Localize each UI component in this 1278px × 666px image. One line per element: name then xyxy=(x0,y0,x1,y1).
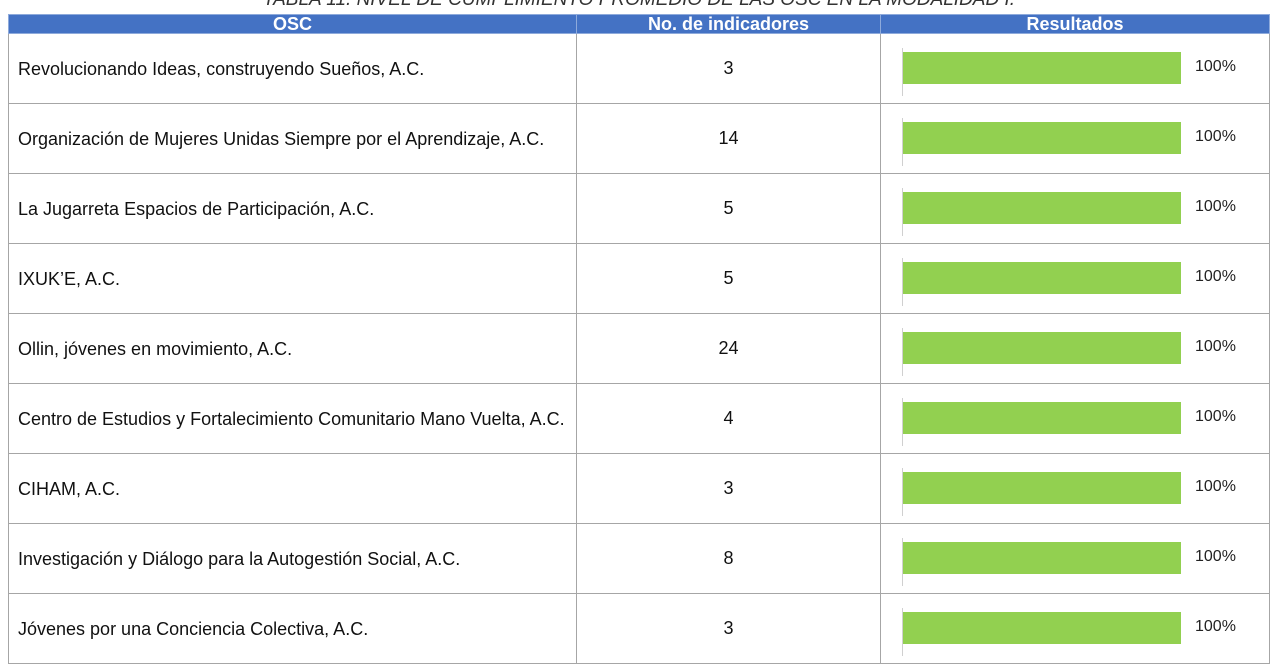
indicator-cell: 4 xyxy=(576,383,881,454)
bar-axis xyxy=(902,118,903,166)
result-label: 100% xyxy=(1195,618,1236,635)
result-bar xyxy=(903,192,1181,224)
result-cell: 100% xyxy=(880,523,1270,594)
bar-axis xyxy=(902,398,903,446)
table-row: Centro de Estudios y Fortalecimiento Com… xyxy=(8,383,1270,454)
column-header: OSC xyxy=(8,14,577,34)
indicator-cell: 24 xyxy=(576,313,881,384)
bar-axis xyxy=(902,538,903,586)
results-table: OSC No. de indicadores Resultados Revoluci… xyxy=(8,14,1270,664)
indicator-cell: 3 xyxy=(576,593,881,664)
result-label: 100% xyxy=(1195,198,1236,215)
bar-axis xyxy=(902,608,903,656)
indicator-cell: 3 xyxy=(576,33,881,104)
indicator-cell: 8 xyxy=(576,523,881,594)
table-title: TABLA 11. NIVEL DE CUMPLIMIENTO PROMEDIO… xyxy=(0,0,1278,11)
bar-axis xyxy=(902,328,903,376)
result-bar xyxy=(903,402,1181,434)
result-cell: 100% xyxy=(880,593,1270,664)
result-bar xyxy=(903,262,1181,294)
result-label: 100% xyxy=(1195,58,1236,75)
indicator-cell: 5 xyxy=(576,243,881,314)
indicator-cell: 14 xyxy=(576,103,881,174)
bar-axis xyxy=(902,258,903,306)
osc-cell: Organización de Mujeres Unidas Siempre p… xyxy=(8,103,577,174)
table-row: La Jugarreta Espacios de Participación, … xyxy=(8,173,1270,244)
result-label: 100% xyxy=(1195,408,1236,425)
result-cell: 100% xyxy=(880,383,1270,454)
result-cell: 100% xyxy=(880,313,1270,384)
result-label: 100% xyxy=(1195,548,1236,565)
osc-cell: Ollin, jóvenes en movimiento, A.C. xyxy=(8,313,577,384)
table-row: Organización de Mujeres Unidas Siempre p… xyxy=(8,103,1270,174)
header-row: OSC No. de indicadores Resultados xyxy=(8,14,1270,34)
bar-axis xyxy=(902,48,903,96)
result-bar xyxy=(903,52,1181,84)
table-row: Ollin, jóvenes en movimiento, A.C. 24 100% xyxy=(8,313,1270,384)
result-label: 100% xyxy=(1195,478,1236,495)
table-row: Jóvenes por una Conciencia Colectiva, A.… xyxy=(8,593,1270,664)
column-header: No. de indicadores xyxy=(576,14,881,34)
result-bar xyxy=(903,612,1181,644)
result-cell: 100% xyxy=(880,453,1270,524)
table-row: Revolucionando Ideas, construyendo Sueño… xyxy=(8,33,1270,104)
result-bar xyxy=(903,332,1181,364)
table-row: CIHAM, A.C. 3 100% xyxy=(8,453,1270,524)
result-label: 100% xyxy=(1195,268,1236,285)
result-bar xyxy=(903,122,1181,154)
column-header: Resultados xyxy=(880,14,1270,34)
result-label: 100% xyxy=(1195,338,1236,355)
osc-cell: Centro de Estudios y Fortalecimiento Com… xyxy=(8,383,577,454)
table-row: Investigación y Diálogo para la Autogest… xyxy=(8,523,1270,594)
bar-axis xyxy=(902,468,903,516)
result-bar xyxy=(903,472,1181,504)
indicator-cell: 3 xyxy=(576,453,881,524)
bar-axis xyxy=(902,188,903,236)
result-cell: 100% xyxy=(880,103,1270,174)
indicator-cell: 5 xyxy=(576,173,881,244)
osc-cell: Investigación y Diálogo para la Autogest… xyxy=(8,523,577,594)
osc-cell: IXUK’E, A.C. xyxy=(8,243,577,314)
result-label: 100% xyxy=(1195,128,1236,145)
osc-cell: Jóvenes por una Conciencia Colectiva, A.… xyxy=(8,593,577,664)
osc-cell: CIHAM, A.C. xyxy=(8,453,577,524)
result-bar xyxy=(903,542,1181,574)
table-row: IXUK’E, A.C. 5 100% xyxy=(8,243,1270,314)
osc-cell: Revolucionando Ideas, construyendo Sueño… xyxy=(8,33,577,104)
result-cell: 100% xyxy=(880,173,1270,244)
result-cell: 100% xyxy=(880,33,1270,104)
osc-cell: La Jugarreta Espacios de Participación, … xyxy=(8,173,577,244)
result-cell: 100% xyxy=(880,243,1270,314)
